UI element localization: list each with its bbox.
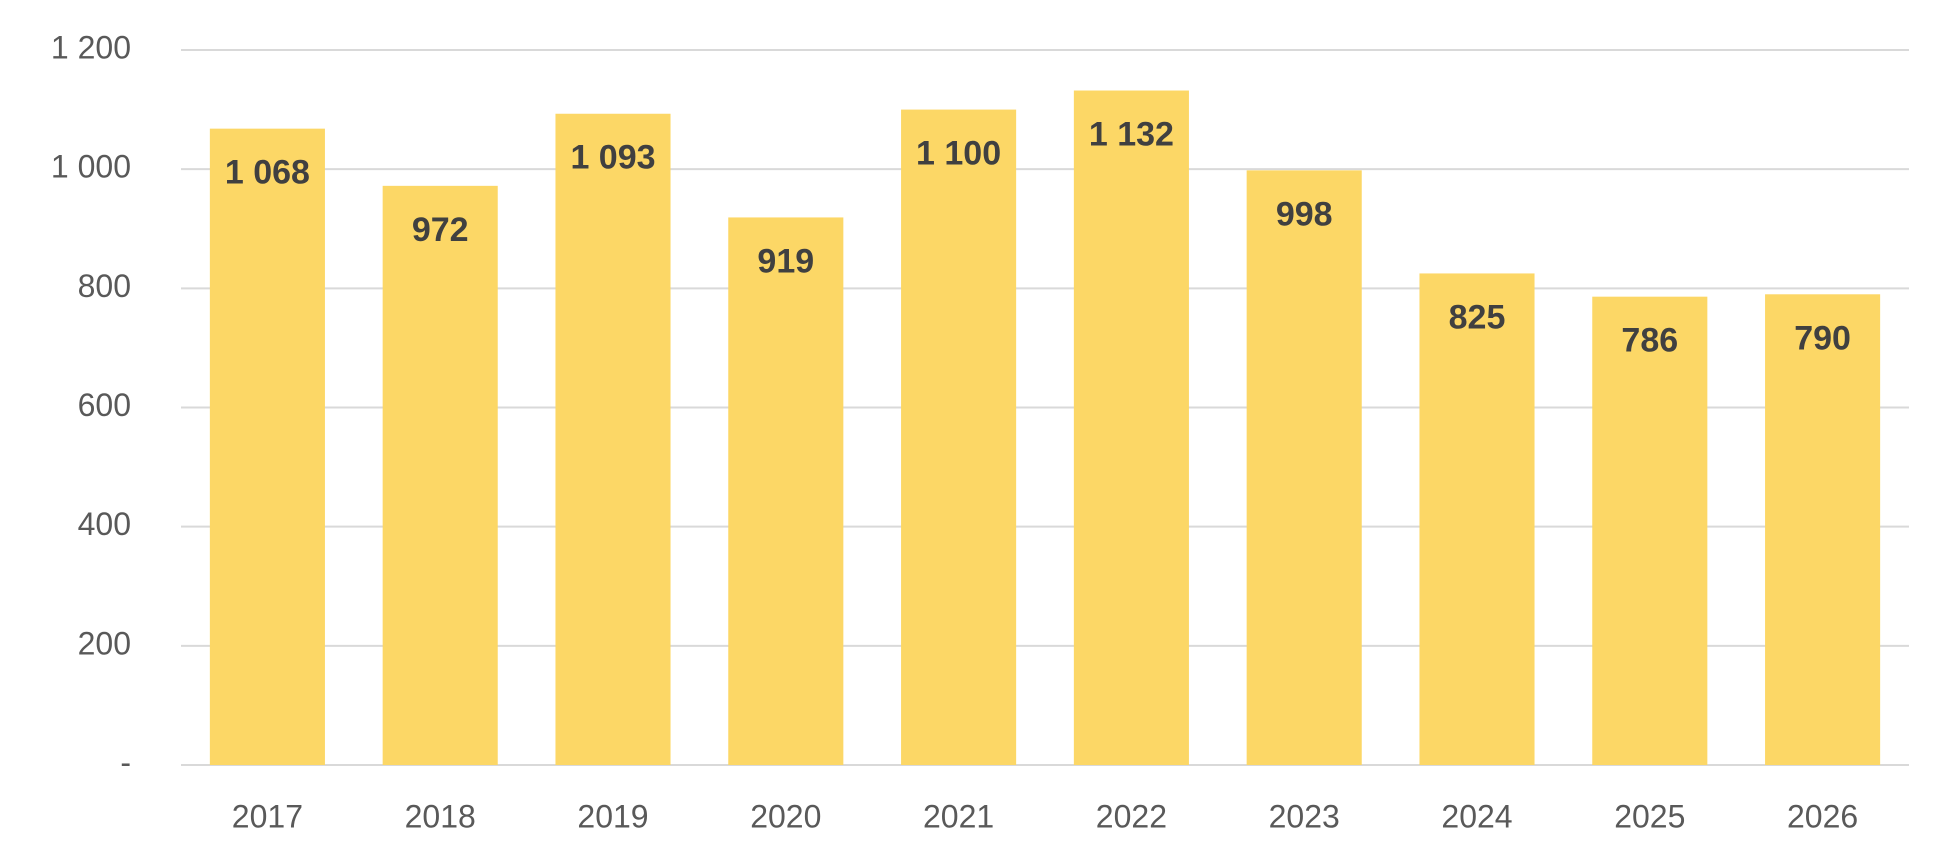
x-tick-label: 2021 xyxy=(923,798,994,834)
x-tick-label: 2018 xyxy=(405,798,476,834)
value-label: 972 xyxy=(412,211,469,249)
value-label: 1 093 xyxy=(570,139,655,177)
value-label: 919 xyxy=(757,242,814,280)
value-label: 998 xyxy=(1276,195,1333,233)
bar xyxy=(1073,90,1189,766)
bar xyxy=(382,185,498,766)
value-label: 825 xyxy=(1449,298,1506,336)
value-label: 1 068 xyxy=(225,154,310,192)
value-label: 786 xyxy=(1621,322,1678,360)
x-tick-label: 2023 xyxy=(1269,798,1340,834)
x-tick-label: 2020 xyxy=(750,798,821,834)
bar xyxy=(1246,170,1362,765)
x-tick-label: 2017 xyxy=(232,798,303,834)
x-tick-label: 2025 xyxy=(1614,798,1685,834)
y-tick-label: 600 xyxy=(78,387,131,423)
y-tick-label: 800 xyxy=(78,268,131,304)
bar xyxy=(1419,273,1535,765)
x-tick-label: 2019 xyxy=(577,798,648,834)
y-tick-label: 1 000 xyxy=(51,149,131,185)
value-label: 790 xyxy=(1794,319,1851,357)
bar xyxy=(901,109,1017,766)
value-label: 1 100 xyxy=(916,135,1001,173)
y-tick-label: - xyxy=(120,744,131,780)
y-tick-label: 400 xyxy=(78,506,131,542)
bar xyxy=(209,128,325,765)
bar xyxy=(555,113,671,766)
x-tick-label: 2022 xyxy=(1096,798,1167,834)
y-tick-label: 1 200 xyxy=(51,29,131,65)
x-tick-label: 2026 xyxy=(1787,798,1858,834)
x-tick-label: 2024 xyxy=(1441,798,1512,834)
value-label: 1 132 xyxy=(1089,116,1174,154)
y-tick-label: 200 xyxy=(78,625,131,661)
bar xyxy=(728,217,844,765)
bar xyxy=(1592,296,1708,765)
bar xyxy=(1765,294,1881,765)
